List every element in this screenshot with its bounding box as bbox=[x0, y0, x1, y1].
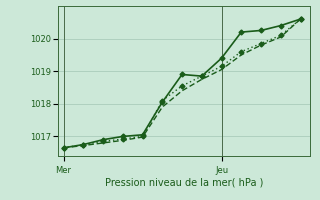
X-axis label: Pression niveau de la mer( hPa ): Pression niveau de la mer( hPa ) bbox=[105, 178, 263, 188]
